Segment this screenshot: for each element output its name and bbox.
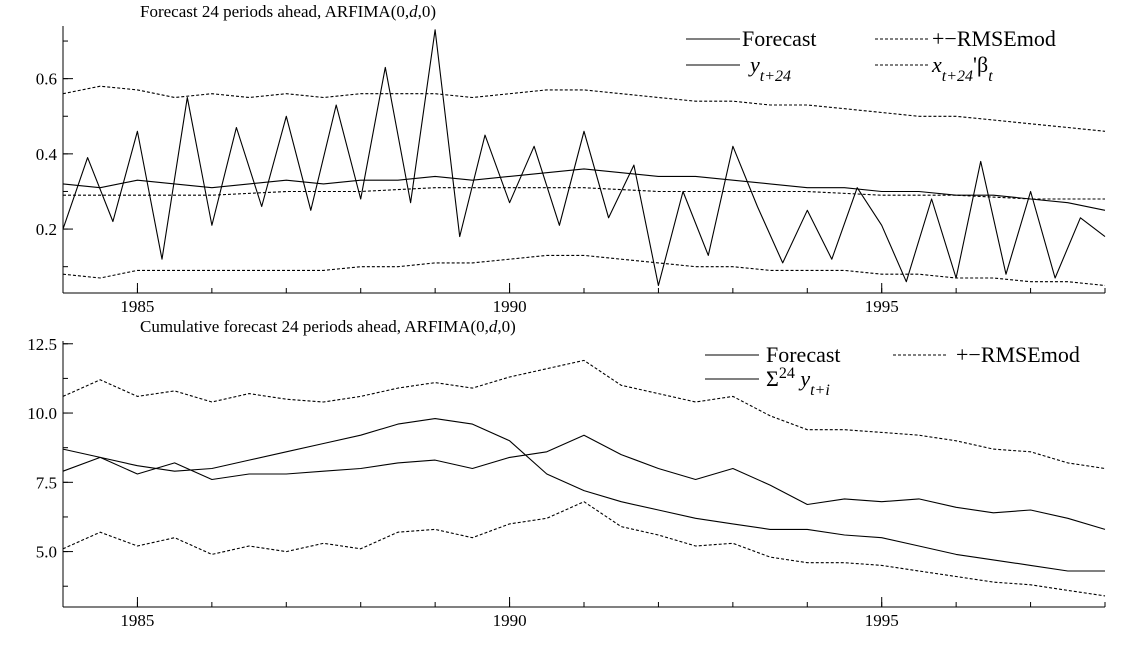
series-line-rmse-upper [62, 359, 1106, 470]
x-tick-label: 1995 [865, 297, 899, 316]
x-tick-label: 1990 [493, 611, 527, 630]
legend-label-actual: yt+24 [748, 52, 791, 85]
y-tick-label: 0.2 [36, 220, 57, 239]
y-tick-label: 0.6 [36, 70, 57, 89]
y-tick-label: 12.5 [27, 335, 57, 354]
chart-title: Cumulative forecast 24 periods ahead, AR… [140, 317, 516, 336]
x-tick-label: 1985 [120, 297, 154, 316]
series-line-rmse-lower [62, 501, 1106, 597]
series-line-rmse-upper [62, 85, 1106, 132]
y-tick-label: 10.0 [27, 404, 57, 423]
y-tick-label: 7.5 [36, 473, 57, 492]
chart-panel-2: 1985 1990 1995 5.0 7.5 10.0 12.5 Cumulative for… [27, 317, 1106, 630]
legend: Forecast +−RMSEmod Σ24 yt+i [705, 342, 1080, 399]
legend-label-forecast: Forecast [766, 342, 841, 367]
legend-label-rmse: +−RMSEmod [956, 342, 1080, 367]
chart-panel-1: 1985 1990 1995 0.2 0.4 0.6 Forecast 24 periods… [36, 2, 1106, 316]
legend-label-xb: xt+24'βt [931, 52, 993, 85]
legend-label-rmse: +−RMSEmod [932, 26, 1056, 51]
series-line-forecast [62, 168, 1106, 211]
series-line-xb [63, 187, 1105, 200]
x-tick-label: 1995 [865, 611, 899, 630]
x-tick-label: 1990 [493, 297, 527, 316]
x-tick-label: 1985 [120, 611, 154, 630]
series-line-forecast [62, 418, 1105, 572]
series-line-actual [62, 29, 1106, 287]
legend: Forecast +−RMSEmod yt+24 xt+24'βt [686, 26, 1056, 85]
series-line-actual [62, 434, 1106, 530]
legend-label-actual: Σ24 yt+i [766, 365, 830, 399]
legend-label-forecast: Forecast [742, 26, 817, 51]
y-tick-label: 5.0 [36, 543, 57, 562]
series-line-rmse-lower [62, 254, 1106, 287]
chart-title: Forecast 24 periods ahead, ARFIMA(0,d,0) [140, 2, 436, 21]
y-tick-label: 0.4 [36, 145, 58, 164]
